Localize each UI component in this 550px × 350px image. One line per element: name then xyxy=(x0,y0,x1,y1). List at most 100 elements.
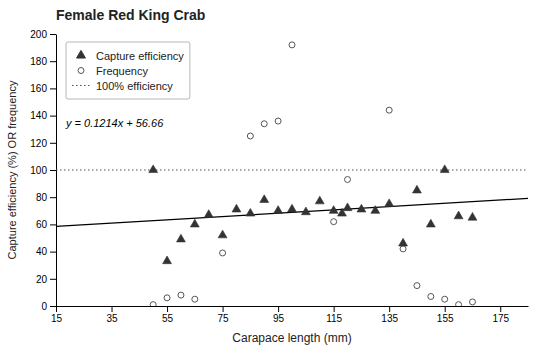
circle-point xyxy=(331,219,337,225)
reference-line xyxy=(56,169,528,170)
y-tick: 140 xyxy=(30,110,56,121)
triangle-point xyxy=(468,212,477,220)
y-tick-mark xyxy=(50,88,56,89)
x-tick-mark xyxy=(112,306,113,312)
circle-point xyxy=(247,133,253,139)
y-tick-label: 60 xyxy=(36,219,48,230)
x-axis-title: Carapace length (mm) xyxy=(232,331,351,345)
circle-point xyxy=(289,42,295,48)
x-tick-mark xyxy=(500,306,501,312)
y-tick-label: 140 xyxy=(30,110,47,121)
triangle-point xyxy=(329,206,338,214)
y-tick: 60 xyxy=(36,219,56,230)
y-tick-mark xyxy=(50,170,56,171)
x-tick: 15 xyxy=(51,306,63,324)
chart-container: 15 35 55 75 95 115 135 155 175 0 20 40 60 80 100 120 140… xyxy=(0,0,550,350)
series-0 xyxy=(149,165,477,264)
legend-item: 100% efficiency xyxy=(72,80,173,92)
circle-point xyxy=(261,121,267,127)
triangle-point xyxy=(385,199,394,207)
y-tick-label: 40 xyxy=(36,246,48,257)
triangle-point xyxy=(343,203,352,211)
legend-label: Capture efficiency xyxy=(96,50,184,62)
circle-point xyxy=(428,293,434,299)
x-tick: 55 xyxy=(162,306,174,324)
triangle-point xyxy=(288,204,297,212)
y-tick-mark xyxy=(50,197,56,198)
x-tick: 115 xyxy=(326,306,342,324)
y-tick: 100 xyxy=(30,165,56,176)
y-tick: 0 xyxy=(41,301,56,312)
y-tick-label: 200 xyxy=(30,29,47,40)
triangle-point xyxy=(260,195,269,203)
x-tick-label: 55 xyxy=(162,313,174,324)
y-tick: 160 xyxy=(30,83,56,94)
x-tick-label: 15 xyxy=(51,313,63,324)
x-tick-mark xyxy=(167,306,168,312)
triangle-point xyxy=(426,219,435,227)
y-tick-mark xyxy=(50,252,56,253)
x-tick-mark xyxy=(334,306,335,312)
annotation: y = 0.1214x + 56.66 xyxy=(65,117,164,129)
x-axis-line xyxy=(57,306,529,307)
x-tick-label: 175 xyxy=(492,313,509,324)
triangle-point xyxy=(413,185,422,193)
y-tick-label: 80 xyxy=(36,192,48,203)
triangle-point xyxy=(357,204,366,212)
circle-point xyxy=(150,302,156,306)
circle-point xyxy=(386,107,392,113)
plot-root: 15 35 55 75 95 115 135 155 175 0 20 40 60 80 100 120 140… xyxy=(6,7,529,345)
series-1 xyxy=(150,42,475,306)
x-tick-label: 135 xyxy=(381,313,398,324)
circle-point xyxy=(456,302,462,306)
y-tick-label: 180 xyxy=(30,56,47,67)
triangle-point xyxy=(301,207,310,215)
circle-point xyxy=(345,177,351,183)
legend-item: Capture efficiency xyxy=(77,50,185,62)
legend-box xyxy=(66,42,190,99)
triangle-point xyxy=(246,208,255,216)
x-axis: 15 35 55 75 95 115 135 155 175 xyxy=(51,306,529,324)
y-tick: 20 xyxy=(36,274,56,285)
circle-point xyxy=(414,283,420,289)
x-tick-label: 95 xyxy=(273,313,285,324)
triangle-point xyxy=(232,204,241,212)
trend-line xyxy=(56,198,528,226)
circle-point xyxy=(400,246,406,252)
circle-point xyxy=(275,118,281,124)
legend-symbol xyxy=(78,68,84,74)
x-tick-mark xyxy=(223,306,224,312)
x-tick-label: 155 xyxy=(437,313,454,324)
circle-point xyxy=(192,296,198,302)
y-tick: 200 xyxy=(30,29,56,40)
y-tick-mark xyxy=(50,306,56,307)
triangle-point xyxy=(315,196,324,204)
y-tick-label: 0 xyxy=(41,301,47,312)
y-tick: 180 xyxy=(30,56,56,67)
triangle-point xyxy=(274,206,283,214)
y-tick-mark xyxy=(50,116,56,117)
y-tick-label: 160 xyxy=(30,83,47,94)
y-axis-title: Capture efficiency (%) OR frequency xyxy=(6,80,18,259)
legend-item: Frequency xyxy=(78,65,148,77)
circle-point xyxy=(178,292,184,298)
x-tick: 175 xyxy=(492,306,509,324)
y-tick-label: 100 xyxy=(30,165,47,176)
legend-label: Frequency xyxy=(96,65,148,77)
legend-symbol xyxy=(77,50,86,58)
plot-marks xyxy=(56,42,528,306)
y-tick: 120 xyxy=(30,138,56,149)
x-tick-label: 115 xyxy=(326,313,342,324)
y-tick-mark xyxy=(50,224,56,225)
triangle-point xyxy=(399,238,408,246)
y-axis: 0 20 40 60 80 100 120 140 160 180 200 xyxy=(30,29,56,312)
x-tick: 95 xyxy=(273,306,285,324)
triangle-point xyxy=(163,256,172,264)
triangle-point xyxy=(204,210,213,218)
x-tick-label: 35 xyxy=(106,313,118,324)
chart-svg: 15 35 55 75 95 115 135 155 175 0 20 40 60 80 100 120 140… xyxy=(0,0,550,350)
legend-symbol xyxy=(72,85,90,86)
x-tick: 75 xyxy=(218,306,230,324)
x-tick-mark xyxy=(278,306,279,312)
x-tick: 155 xyxy=(437,306,454,324)
